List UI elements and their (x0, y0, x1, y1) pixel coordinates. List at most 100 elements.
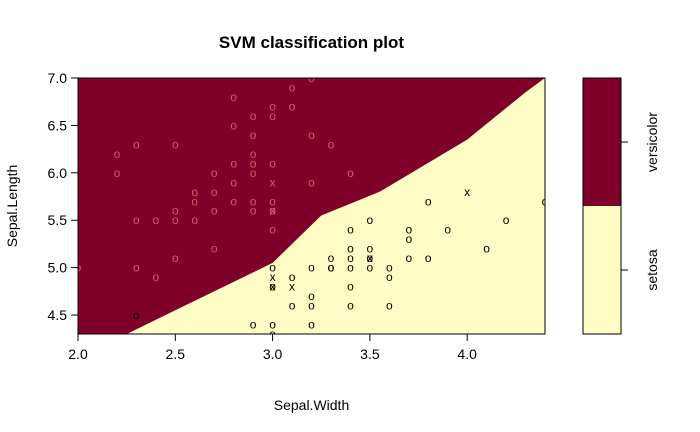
data-point-versicolor: x (270, 175, 276, 189)
data-point-setosa: o (347, 280, 354, 294)
data-point-versicolor: o (172, 213, 179, 227)
data-point-setosa: o (308, 299, 315, 313)
data-point-versicolor: o (152, 213, 159, 227)
legend-swatch-versicolor (583, 78, 621, 206)
data-point-setosa: o (269, 318, 276, 332)
legend-frame (582, 77, 622, 335)
data-point-versicolor: o (133, 261, 140, 275)
data-point-versicolor: o (250, 166, 257, 180)
data-point-versicolor: o (308, 71, 315, 85)
data-point-versicolor: o (172, 137, 179, 151)
region-setosa (126, 78, 545, 334)
data-point-setosa: x (289, 280, 295, 294)
data-point-setosa: o (250, 318, 257, 332)
data-point-setosa: o (328, 251, 335, 265)
legend-label-versicolor: versicolor (644, 112, 660, 172)
x-tick-label: 2.0 (68, 346, 88, 362)
data-point-versicolor: o (211, 185, 218, 199)
data-point-versicolor: x (270, 204, 276, 218)
x-tick-label: 2.5 (166, 346, 186, 362)
data-point-setosa: o (483, 242, 490, 256)
data-point-setosa: o (425, 194, 432, 208)
axes: 2.0 2.5 3.0 3.5 4.0 4.5 5.0 5.5 6.0 6.5 7.0 (48, 70, 546, 362)
data-point-setosa: o (367, 242, 374, 256)
data-point-versicolor: o (250, 204, 257, 218)
data-point-setosa: x (464, 185, 470, 199)
data-point-setosa: o (328, 261, 335, 275)
data-point-versicolor: o (308, 128, 315, 142)
x-axis-label: Sepal.Width (274, 397, 349, 413)
plot-frame (77, 77, 546, 335)
data-point-versicolor: o (230, 194, 237, 208)
data-point-setosa: o (308, 318, 315, 332)
y-tick-label: 6.0 (48, 165, 68, 181)
y-tick-label: 6.5 (48, 117, 68, 133)
data-point-setosa: o (367, 251, 374, 265)
y-tick-label: 7.0 (48, 70, 68, 86)
data-point-setosa: o (386, 270, 393, 284)
data-point-versicolor: o (152, 270, 159, 284)
data-point-versicolor: o (250, 194, 257, 208)
data-point-versicolor: o (211, 204, 218, 218)
data-point-setosa: x (270, 280, 276, 294)
data-point-setosa: o (425, 251, 432, 265)
x-tick-label: 4.0 (457, 346, 477, 362)
x-tick-label: 3.0 (263, 346, 283, 362)
data-point-versicolor: o (269, 156, 276, 170)
data-point-versicolor: o (328, 137, 335, 151)
data-point-versicolor: o (172, 204, 179, 218)
plot-region (78, 78, 545, 334)
data-point-setosa: o (386, 299, 393, 313)
data-point-setosa: o (347, 251, 354, 265)
data-point-setosa: o (347, 299, 354, 313)
data-point-setosa: o (405, 251, 412, 265)
y-tick-label: 4.5 (48, 307, 68, 323)
data-point-setosa: o (289, 299, 296, 313)
data-point-versicolor: o (269, 223, 276, 237)
data-point-setosa: o (405, 223, 412, 237)
data-point-setosa: o (386, 261, 393, 275)
y-axis-label: Sepal.Length (4, 165, 20, 248)
data-point-versicolor: o (211, 242, 218, 256)
data-point-setosa: o (405, 232, 412, 246)
data-point-setosa: o (542, 194, 549, 208)
data-point-setosa: o (347, 261, 354, 275)
legend-label-setosa: setosa (644, 249, 660, 290)
data-point-versicolor: o (250, 128, 257, 142)
data-point-versicolor: o (347, 166, 354, 180)
chart-title: SVM classification plot (219, 33, 404, 52)
data-point-versicolor: o (191, 194, 198, 208)
data-point-setosa: o (503, 213, 510, 227)
data-point-versicolor: o (250, 147, 257, 161)
data-point-setosa: o (308, 289, 315, 303)
data-point-setosa: x (270, 270, 276, 284)
data-point-versicolor: o (230, 156, 237, 170)
data-point-versicolor: o (75, 261, 82, 275)
data-point-versicolor: o (308, 175, 315, 189)
data-point-setosa: o (347, 223, 354, 237)
data-point-setosa: o (269, 327, 276, 341)
x-tick-label: 3.5 (360, 346, 380, 362)
y-tick-label: 5.5 (48, 212, 68, 228)
legend: versicolor setosa (582, 77, 660, 335)
data-point-versicolor: o (289, 99, 296, 113)
data-point-setosa: o (289, 270, 296, 284)
legend-swatch-setosa (583, 206, 621, 334)
data-point-versicolor: o (289, 80, 296, 94)
data-point-versicolor: o (191, 185, 198, 199)
data-point-versicolor: o (172, 251, 179, 265)
data-point-versicolor: o (269, 194, 276, 208)
data-point-versicolor: o (133, 213, 140, 227)
data-point-setosa: o (269, 280, 276, 294)
y-tick-label: 5.0 (48, 260, 68, 276)
data-point-versicolor: o (114, 147, 121, 161)
data-point-setosa: x (367, 251, 373, 265)
data-point-setosa: o (133, 308, 140, 322)
data-point-versicolor: o (230, 118, 237, 132)
data-point-versicolor: o (250, 156, 257, 170)
data-point-versicolor: o (114, 166, 121, 180)
data-point-versicolor: o (250, 109, 257, 123)
data-point-versicolor: o (269, 109, 276, 123)
